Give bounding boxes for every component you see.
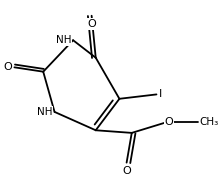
Text: O: O <box>87 19 96 29</box>
Text: CH₃: CH₃ <box>200 117 219 127</box>
Text: O: O <box>4 62 12 72</box>
Text: NH: NH <box>55 35 71 45</box>
Text: O: O <box>122 166 131 176</box>
Text: O: O <box>164 117 173 127</box>
Text: I: I <box>159 89 162 100</box>
Text: NH: NH <box>37 107 53 117</box>
